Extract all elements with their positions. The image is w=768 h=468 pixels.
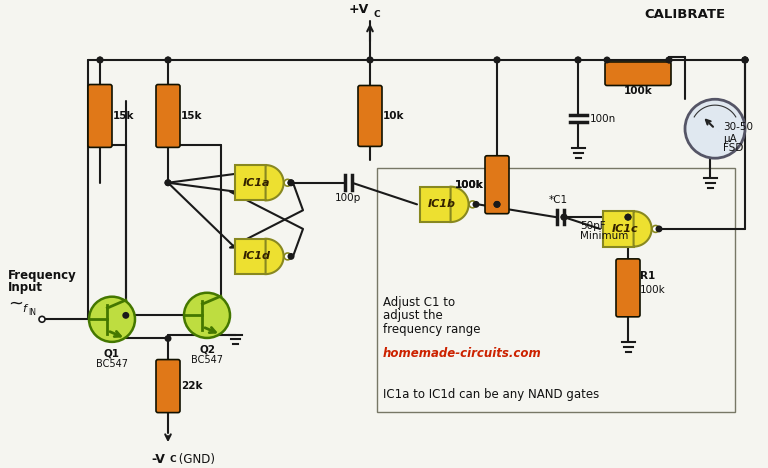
Circle shape <box>184 293 230 338</box>
Text: Minimum: Minimum <box>580 231 628 241</box>
Circle shape <box>284 253 291 260</box>
Circle shape <box>366 57 373 63</box>
Circle shape <box>574 57 581 63</box>
Circle shape <box>624 214 631 220</box>
Text: BC547: BC547 <box>191 355 223 365</box>
Circle shape <box>164 179 171 186</box>
Circle shape <box>164 335 171 342</box>
Text: 100k: 100k <box>455 180 484 190</box>
Text: C: C <box>374 10 381 19</box>
Circle shape <box>741 57 749 63</box>
Text: 30-50: 30-50 <box>723 122 753 132</box>
Circle shape <box>472 201 479 208</box>
Text: IN: IN <box>28 308 36 317</box>
Circle shape <box>469 201 476 208</box>
Circle shape <box>164 179 171 186</box>
Text: IC1d: IC1d <box>243 251 271 262</box>
Text: R1: R1 <box>640 271 655 281</box>
Text: homemade-circuits.com: homemade-circuits.com <box>383 347 541 360</box>
Text: μA: μA <box>723 133 737 144</box>
Circle shape <box>39 316 45 322</box>
Polygon shape <box>235 165 266 200</box>
Text: ~: ~ <box>8 294 23 313</box>
Circle shape <box>164 57 171 63</box>
Text: IC1c: IC1c <box>611 224 638 234</box>
Circle shape <box>284 179 291 186</box>
Circle shape <box>652 226 659 232</box>
Circle shape <box>604 57 611 63</box>
FancyBboxPatch shape <box>156 359 180 413</box>
Polygon shape <box>235 239 266 274</box>
Text: frequency range: frequency range <box>383 323 481 336</box>
Text: adjust the: adjust the <box>383 309 442 322</box>
Circle shape <box>666 57 673 63</box>
Circle shape <box>666 57 673 63</box>
Polygon shape <box>266 239 283 274</box>
Circle shape <box>122 312 129 319</box>
Circle shape <box>656 226 663 232</box>
Text: 100k: 100k <box>624 87 652 96</box>
Text: 22k: 22k <box>181 381 203 391</box>
Circle shape <box>97 57 104 63</box>
Text: CALIBRATE: CALIBRATE <box>644 8 726 21</box>
Text: FSD: FSD <box>723 143 743 154</box>
Text: *C1: *C1 <box>548 195 568 205</box>
Text: -V: -V <box>151 453 165 466</box>
Text: IC1a: IC1a <box>243 178 271 188</box>
Text: Input: Input <box>8 281 43 294</box>
Circle shape <box>741 57 749 63</box>
FancyBboxPatch shape <box>358 86 382 146</box>
Text: 15k: 15k <box>113 111 134 121</box>
Circle shape <box>366 57 373 63</box>
Circle shape <box>741 57 749 63</box>
Circle shape <box>494 57 501 63</box>
Text: BC547: BC547 <box>96 358 128 369</box>
Polygon shape <box>266 165 283 200</box>
Polygon shape <box>451 187 468 222</box>
Circle shape <box>685 99 745 158</box>
Circle shape <box>561 214 568 220</box>
Text: 100k: 100k <box>455 180 484 190</box>
Text: 10k: 10k <box>383 111 405 121</box>
Polygon shape <box>420 187 451 222</box>
Circle shape <box>624 214 631 220</box>
Text: f: f <box>22 305 26 314</box>
Text: 100k: 100k <box>640 285 666 295</box>
Polygon shape <box>634 211 651 247</box>
Text: IC1b: IC1b <box>428 199 456 209</box>
Text: 50pF: 50pF <box>580 221 606 231</box>
FancyBboxPatch shape <box>616 259 640 317</box>
Polygon shape <box>603 211 634 247</box>
Circle shape <box>494 201 501 208</box>
Circle shape <box>164 57 171 63</box>
Text: Q1: Q1 <box>104 349 120 359</box>
Text: Frequency: Frequency <box>8 269 77 282</box>
Circle shape <box>494 201 501 208</box>
Text: 100p: 100p <box>335 193 361 203</box>
FancyBboxPatch shape <box>156 85 180 147</box>
Circle shape <box>97 57 104 63</box>
FancyBboxPatch shape <box>605 62 671 86</box>
Circle shape <box>287 179 294 186</box>
Circle shape <box>741 57 749 63</box>
Circle shape <box>287 179 294 186</box>
FancyBboxPatch shape <box>88 85 112 147</box>
Text: 15k: 15k <box>181 111 203 121</box>
Text: +V: +V <box>349 3 369 16</box>
Text: IC1a to IC1d can be any NAND gates: IC1a to IC1d can be any NAND gates <box>383 388 599 401</box>
Text: (GND): (GND) <box>175 453 215 466</box>
Circle shape <box>561 214 568 220</box>
Circle shape <box>89 297 135 342</box>
Text: 100n: 100n <box>590 114 616 124</box>
Text: Q2: Q2 <box>199 345 215 355</box>
Circle shape <box>574 57 581 63</box>
Circle shape <box>494 57 501 63</box>
Text: Adjust C1 to: Adjust C1 to <box>383 296 455 309</box>
Text: C: C <box>169 455 176 464</box>
FancyBboxPatch shape <box>485 156 509 214</box>
Circle shape <box>287 253 294 260</box>
